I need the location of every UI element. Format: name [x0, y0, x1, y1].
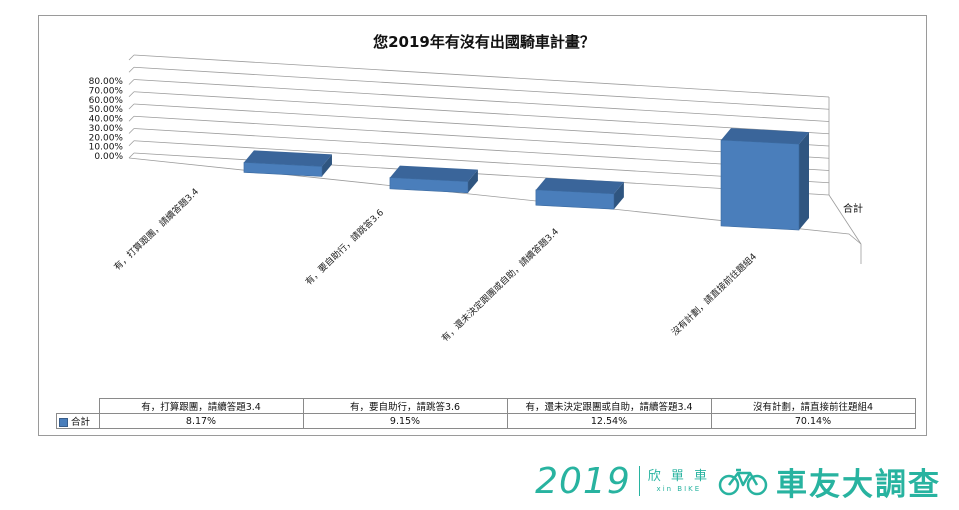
gridline: [133, 128, 830, 171]
data-table-series-name: 合計: [71, 417, 91, 428]
y-tick-label: 10.00%: [89, 143, 124, 153]
y-tick-label: 60.00%: [89, 96, 124, 106]
bar-side: [613, 181, 624, 210]
x-tick-label: 有，打算跟團，請續答題3.4: [111, 185, 201, 273]
gridline: [133, 54, 830, 98]
bar-layer: [243, 128, 809, 231]
bar-top: [243, 150, 332, 167]
bar-top: [535, 177, 624, 194]
floor-edge: [128, 157, 862, 245]
footer-brand-cn: 欣 單 車: [647, 468, 710, 484]
bar: [243, 162, 323, 177]
gridline-side: [128, 79, 135, 85]
chart-frame: 您2019年有沒有出國騎車計畫？ 0.00% 10.00% 20.00% 30.00%…: [38, 15, 927, 436]
data-table-series-cell: 合計: [56, 413, 100, 429]
footer-survey-title: 車友大調查: [776, 466, 941, 503]
bar-side: [321, 154, 332, 177]
footer-brand-en: xin BIKE: [656, 484, 702, 493]
y-axis-tick-labels: 0.00%10.00%20.00%30.00%40.00%50.00%60.00…: [89, 77, 124, 162]
data-table-row: 合計 8.17% 9.15% 12.54% 70.14%: [56, 413, 916, 429]
gridline-side: [128, 140, 135, 147]
x-tick-label: 沒有計劃，請直接前往題組4: [669, 250, 759, 338]
gridline: [133, 140, 830, 184]
data-table-value-cell: 70.14%: [710, 413, 916, 429]
gridline-side: [128, 128, 135, 134]
grid-layer: [128, 54, 862, 264]
data-table-header-cell: 沒有計劃，請直接前往題組4: [710, 398, 916, 414]
chart-plot: 您2019年有沒有出國騎車計畫？ 0.00%10.00%20.00%30.00%…: [89, 33, 863, 344]
y-tick-label: 80.00%: [89, 77, 124, 87]
footer-divider: [638, 466, 640, 496]
data-table-corner: [56, 398, 100, 414]
data-table-value-cell: 8.17%: [98, 413, 304, 429]
data-table: 有，打算跟團，請續答題3.4 有，要自助行，請跳答3.6 有，還未決定跟團或自助…: [56, 398, 916, 429]
x-axis-tick-labels: 有，打算跟團，請續答題3.4 有，要自助行，請跳答3.6 有，還未決定跟團或自助，請…: [111, 185, 759, 344]
data-table-value-cell: 12.54%: [506, 413, 712, 429]
y-tick-label: 70.00%: [89, 86, 124, 96]
data-table-header-cell: 有，打算跟團，請續答題3.4: [98, 398, 304, 414]
bar-side: [467, 169, 478, 193]
y-tick-label: 0.00%: [94, 152, 123, 162]
x-tick-label: 有，要自助行，請跳答3.6: [303, 206, 387, 287]
gridline: [133, 103, 830, 147]
footer-brand-logo: 欣 單 車 xin BIKE: [648, 470, 710, 493]
gridline-side: [128, 54, 135, 61]
gridline: [133, 79, 830, 122]
gridline-side: [128, 103, 135, 110]
data-table-header-row: 有，打算跟團，請續答題3.4 有，要自助行，請跳答3.6 有，還未決定跟團或自助…: [56, 398, 916, 414]
bicycle-icon: [718, 468, 768, 496]
bar-side: [799, 132, 809, 230]
gridline-side: [128, 91, 135, 98]
bar: [535, 189, 615, 210]
y-tick-label: 40.00%: [89, 115, 124, 125]
legend-swatch: [59, 418, 68, 427]
series-legend-label: 合計: [843, 202, 863, 215]
data-table-header-cell: 有，還未決定跟團或自助，請續答題3.4: [506, 398, 712, 414]
bar: [720, 139, 800, 231]
data-table-header-cell: 有，要自助行，請跳答3.6: [302, 398, 508, 414]
chart-title: 您2019年有沒有出國騎車計畫？: [372, 33, 595, 51]
gridline-side: [128, 115, 135, 122]
footer-year: 2019: [535, 460, 631, 502]
data-table-value-cell: 9.15%: [302, 413, 508, 429]
floor-edge: [828, 194, 862, 245]
y-tick-label: 20.00%: [89, 133, 124, 143]
y-tick-label: 50.00%: [89, 105, 124, 115]
gridline-side: [128, 66, 135, 73]
y-tick-label: 30.00%: [89, 124, 124, 134]
bar-top: [389, 165, 478, 182]
bar-top: [721, 128, 809, 145]
footer-banner: 2019 欣 單 車 xin BIKE 車友大調查: [535, 456, 941, 506]
gridline: [133, 66, 830, 110]
gridline-side: [128, 152, 135, 159]
gridline: [133, 115, 830, 159]
gridline: [133, 91, 830, 135]
x-tick-label: 有，還未決定跟團或自助，請續答題3.4: [439, 225, 561, 344]
bar: [389, 177, 469, 194]
